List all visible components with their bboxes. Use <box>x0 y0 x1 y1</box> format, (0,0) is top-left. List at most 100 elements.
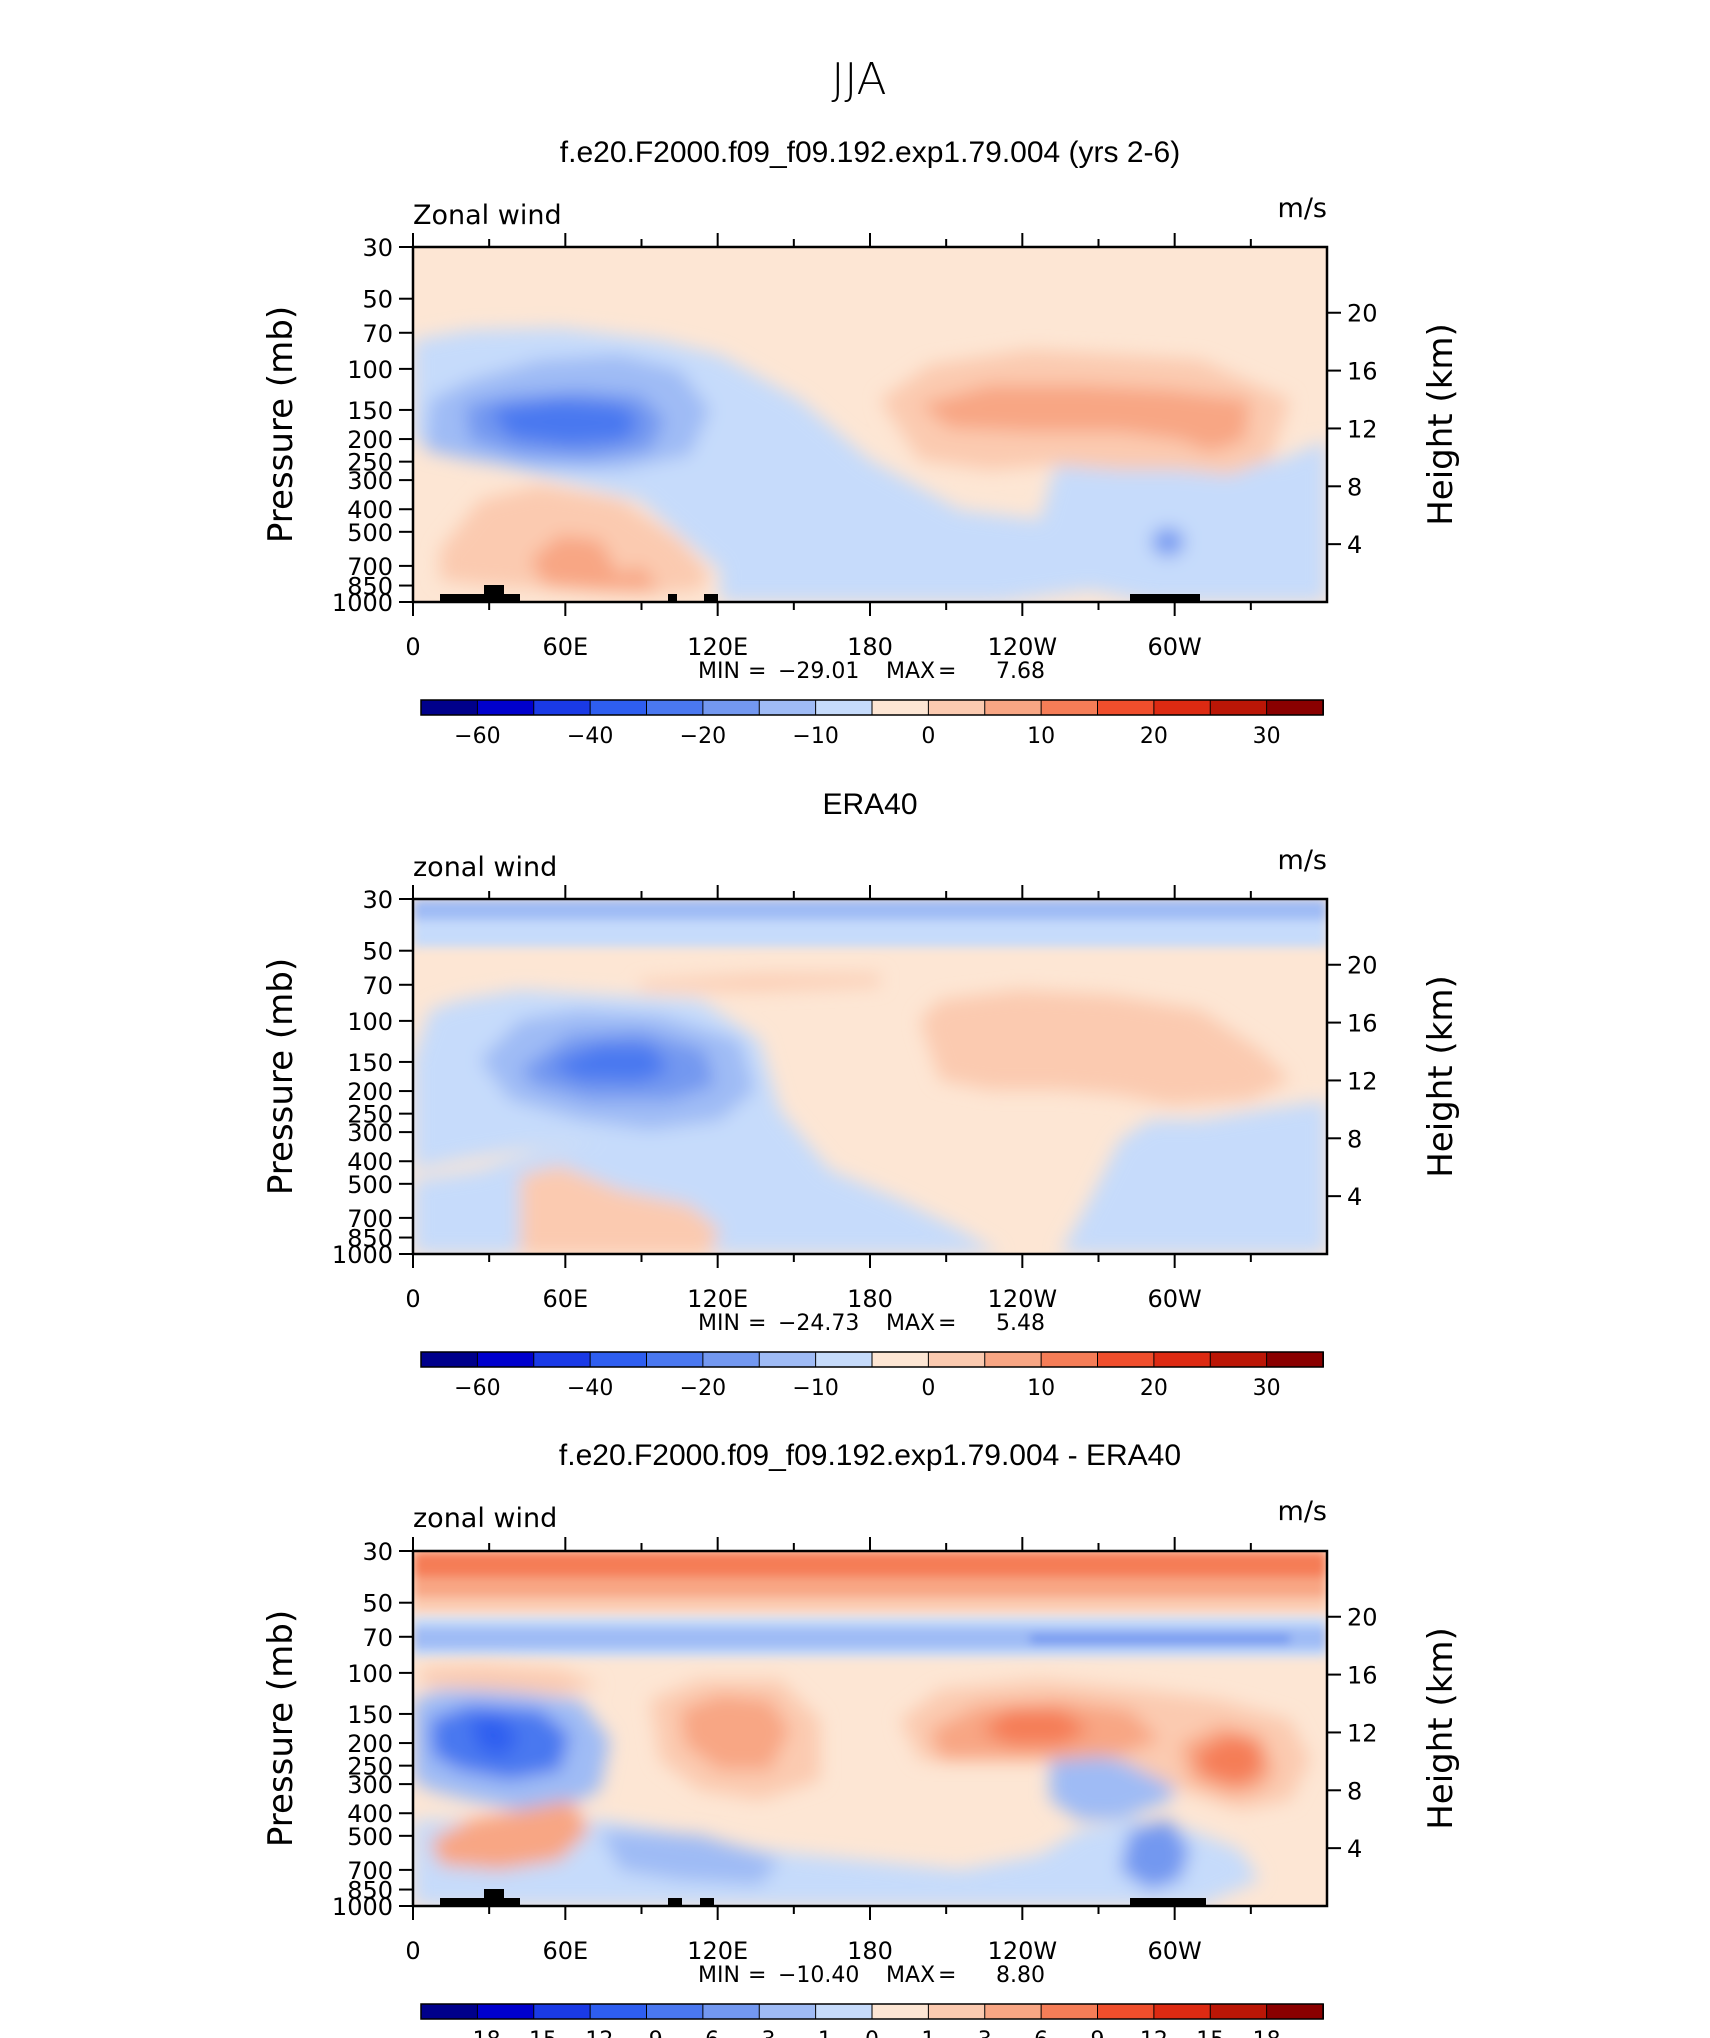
y-tick-label: 850 <box>347 573 393 601</box>
colorbar-swatch <box>984 2003 1043 2020</box>
colorbar-label: −10 <box>792 1376 838 1401</box>
y-tick-label: 700 <box>347 1857 393 1885</box>
y-tick-label: 70 <box>362 320 393 348</box>
y-tick-label: 850 <box>347 1225 393 1253</box>
panel-title: f.e20.F2000.f09_f09.192.exp1.79.004 (yrs… <box>560 136 1180 169</box>
contour-orange-b3 <box>980 1710 1090 1745</box>
colorbar-swatch <box>927 1351 986 1368</box>
colorbar-swatch <box>420 2003 479 2020</box>
y-tick-label: 1000 <box>332 1893 393 1921</box>
labels-layer: 3050701001502002503004005007008501000201… <box>261 233 1461 2038</box>
y-tick-label: 150 <box>347 397 393 425</box>
colorbar-swatch <box>589 1351 648 1368</box>
colorbar-swatch <box>1209 1351 1268 1368</box>
contour-band-blue-3 <box>1030 1634 1290 1644</box>
colorbar-swatch <box>1153 699 1212 716</box>
stat-min-label: MIN <box>698 659 740 684</box>
colorbar-swatch <box>758 2003 817 2020</box>
colorbar-label: 20 <box>1140 1376 1168 1401</box>
y-tick-label: 400 <box>347 496 393 524</box>
contour-blue-small <box>1152 528 1184 556</box>
colorbar-label: 0 <box>921 724 935 749</box>
colorbar-swatch <box>1266 1351 1324 1368</box>
land-mask <box>704 594 718 602</box>
stat-max-label: MAX <box>886 1311 935 1336</box>
y-right-tick-label: 4 <box>1347 1835 1362 1863</box>
colorbar-swatch <box>1153 1351 1212 1368</box>
contour-band-top-3 <box>413 1597 1327 1611</box>
stat-max-value: 7.68 <box>996 659 1045 684</box>
colorbar-swatch <box>420 1351 479 1368</box>
y-tick-label: 50 <box>362 938 393 966</box>
colorbar-label: 1 <box>921 2028 935 2038</box>
colorbar-swatch <box>1040 699 1099 716</box>
y-tick-label: 400 <box>347 1800 393 1828</box>
colorbar-label: 12 <box>1140 2028 1168 2038</box>
colorbar-swatch <box>589 699 648 716</box>
colorbar-swatch <box>533 699 592 716</box>
y-tick-label: 250 <box>347 449 393 477</box>
colorbar-swatch <box>815 1351 873 1368</box>
colorbar-swatch <box>646 2003 704 2020</box>
colorbar-label: −10 <box>792 724 838 749</box>
panel-title: ERA40 <box>822 788 917 821</box>
colorbar-label: 10 <box>1027 1376 1055 1401</box>
contour-blue-left-3 <box>470 1715 520 1758</box>
contour-field <box>413 899 1327 1254</box>
contour-orange-d <box>430 1800 590 1870</box>
stat-equals: = <box>748 1963 766 1988</box>
x-tick-label: 0 <box>405 1285 420 1313</box>
stat-min-label: MIN <box>698 1963 740 1988</box>
colorbar-label: −18 <box>454 2028 500 2038</box>
colorbar-swatch <box>1209 699 1268 716</box>
y-tick-label: 1000 <box>332 1241 393 1269</box>
x-tick-label: 120W <box>988 633 1058 661</box>
colorbar-label: −20 <box>680 724 726 749</box>
x-tick-label: 120E <box>687 1285 748 1313</box>
colorbar-swatch <box>815 2003 873 2020</box>
colorbar-label: 18 <box>1253 2028 1281 2038</box>
y-tick-label: 100 <box>347 1660 393 1688</box>
y-tick-label: 500 <box>347 1171 393 1199</box>
y-tick-label: 150 <box>347 1049 393 1077</box>
colorbar-frame <box>420 1351 1324 1368</box>
colorbar-label: 0 <box>921 1376 935 1401</box>
contour-blue-4 <box>490 400 640 445</box>
y-tick-label: 70 <box>362 972 393 1000</box>
y-right-tick-label: 12 <box>1347 415 1378 443</box>
land-mask <box>440 594 520 602</box>
units-label: m/s <box>1278 1496 1327 1527</box>
y-tick-label: 30 <box>362 234 393 262</box>
colorbar-swatch <box>702 1351 761 1368</box>
y-right-axis-title: Height (km) <box>1421 323 1461 526</box>
units-label: m/s <box>1278 193 1327 224</box>
x-tick-label: 60E <box>542 1937 588 1965</box>
colorbar-swatch <box>871 699 930 716</box>
colorbar-swatch <box>1040 2003 1099 2020</box>
colorbar-swatch <box>1209 2003 1268 2020</box>
y-tick-label: 300 <box>347 1119 393 1147</box>
colorbar-swatch <box>758 699 817 716</box>
stat-max-label: MAX <box>886 659 935 684</box>
colorbar-label: −60 <box>454 1376 500 1401</box>
colorbar-swatch <box>476 1351 535 1368</box>
x-tick-label: 60W <box>1148 1285 1202 1313</box>
x-tick-label: 0 <box>405 1937 420 1965</box>
y-axis-title: Pressure (mb) <box>261 306 301 543</box>
y-tick-label: 300 <box>347 1771 393 1799</box>
contour-orange-c2 <box>1195 1735 1262 1785</box>
y-tick-label: 700 <box>347 553 393 581</box>
colorbar-swatch <box>1266 2003 1324 2020</box>
panel-obs: ERA40 zonal wind m/s <box>411 788 1329 1256</box>
y-tick-label: 200 <box>347 1078 393 1106</box>
stat-max-value: 8.80 <box>996 1963 1045 1988</box>
stat-equals: = <box>748 1311 766 1336</box>
colorbar-label: −20 <box>680 1376 726 1401</box>
x-tick-label: 180 <box>847 633 893 661</box>
y-tick-label: 400 <box>347 1148 393 1176</box>
land-mask <box>668 594 677 602</box>
land-mask <box>484 585 504 602</box>
y-tick-label: 500 <box>347 519 393 547</box>
y-right-tick-label: 16 <box>1347 1010 1378 1038</box>
